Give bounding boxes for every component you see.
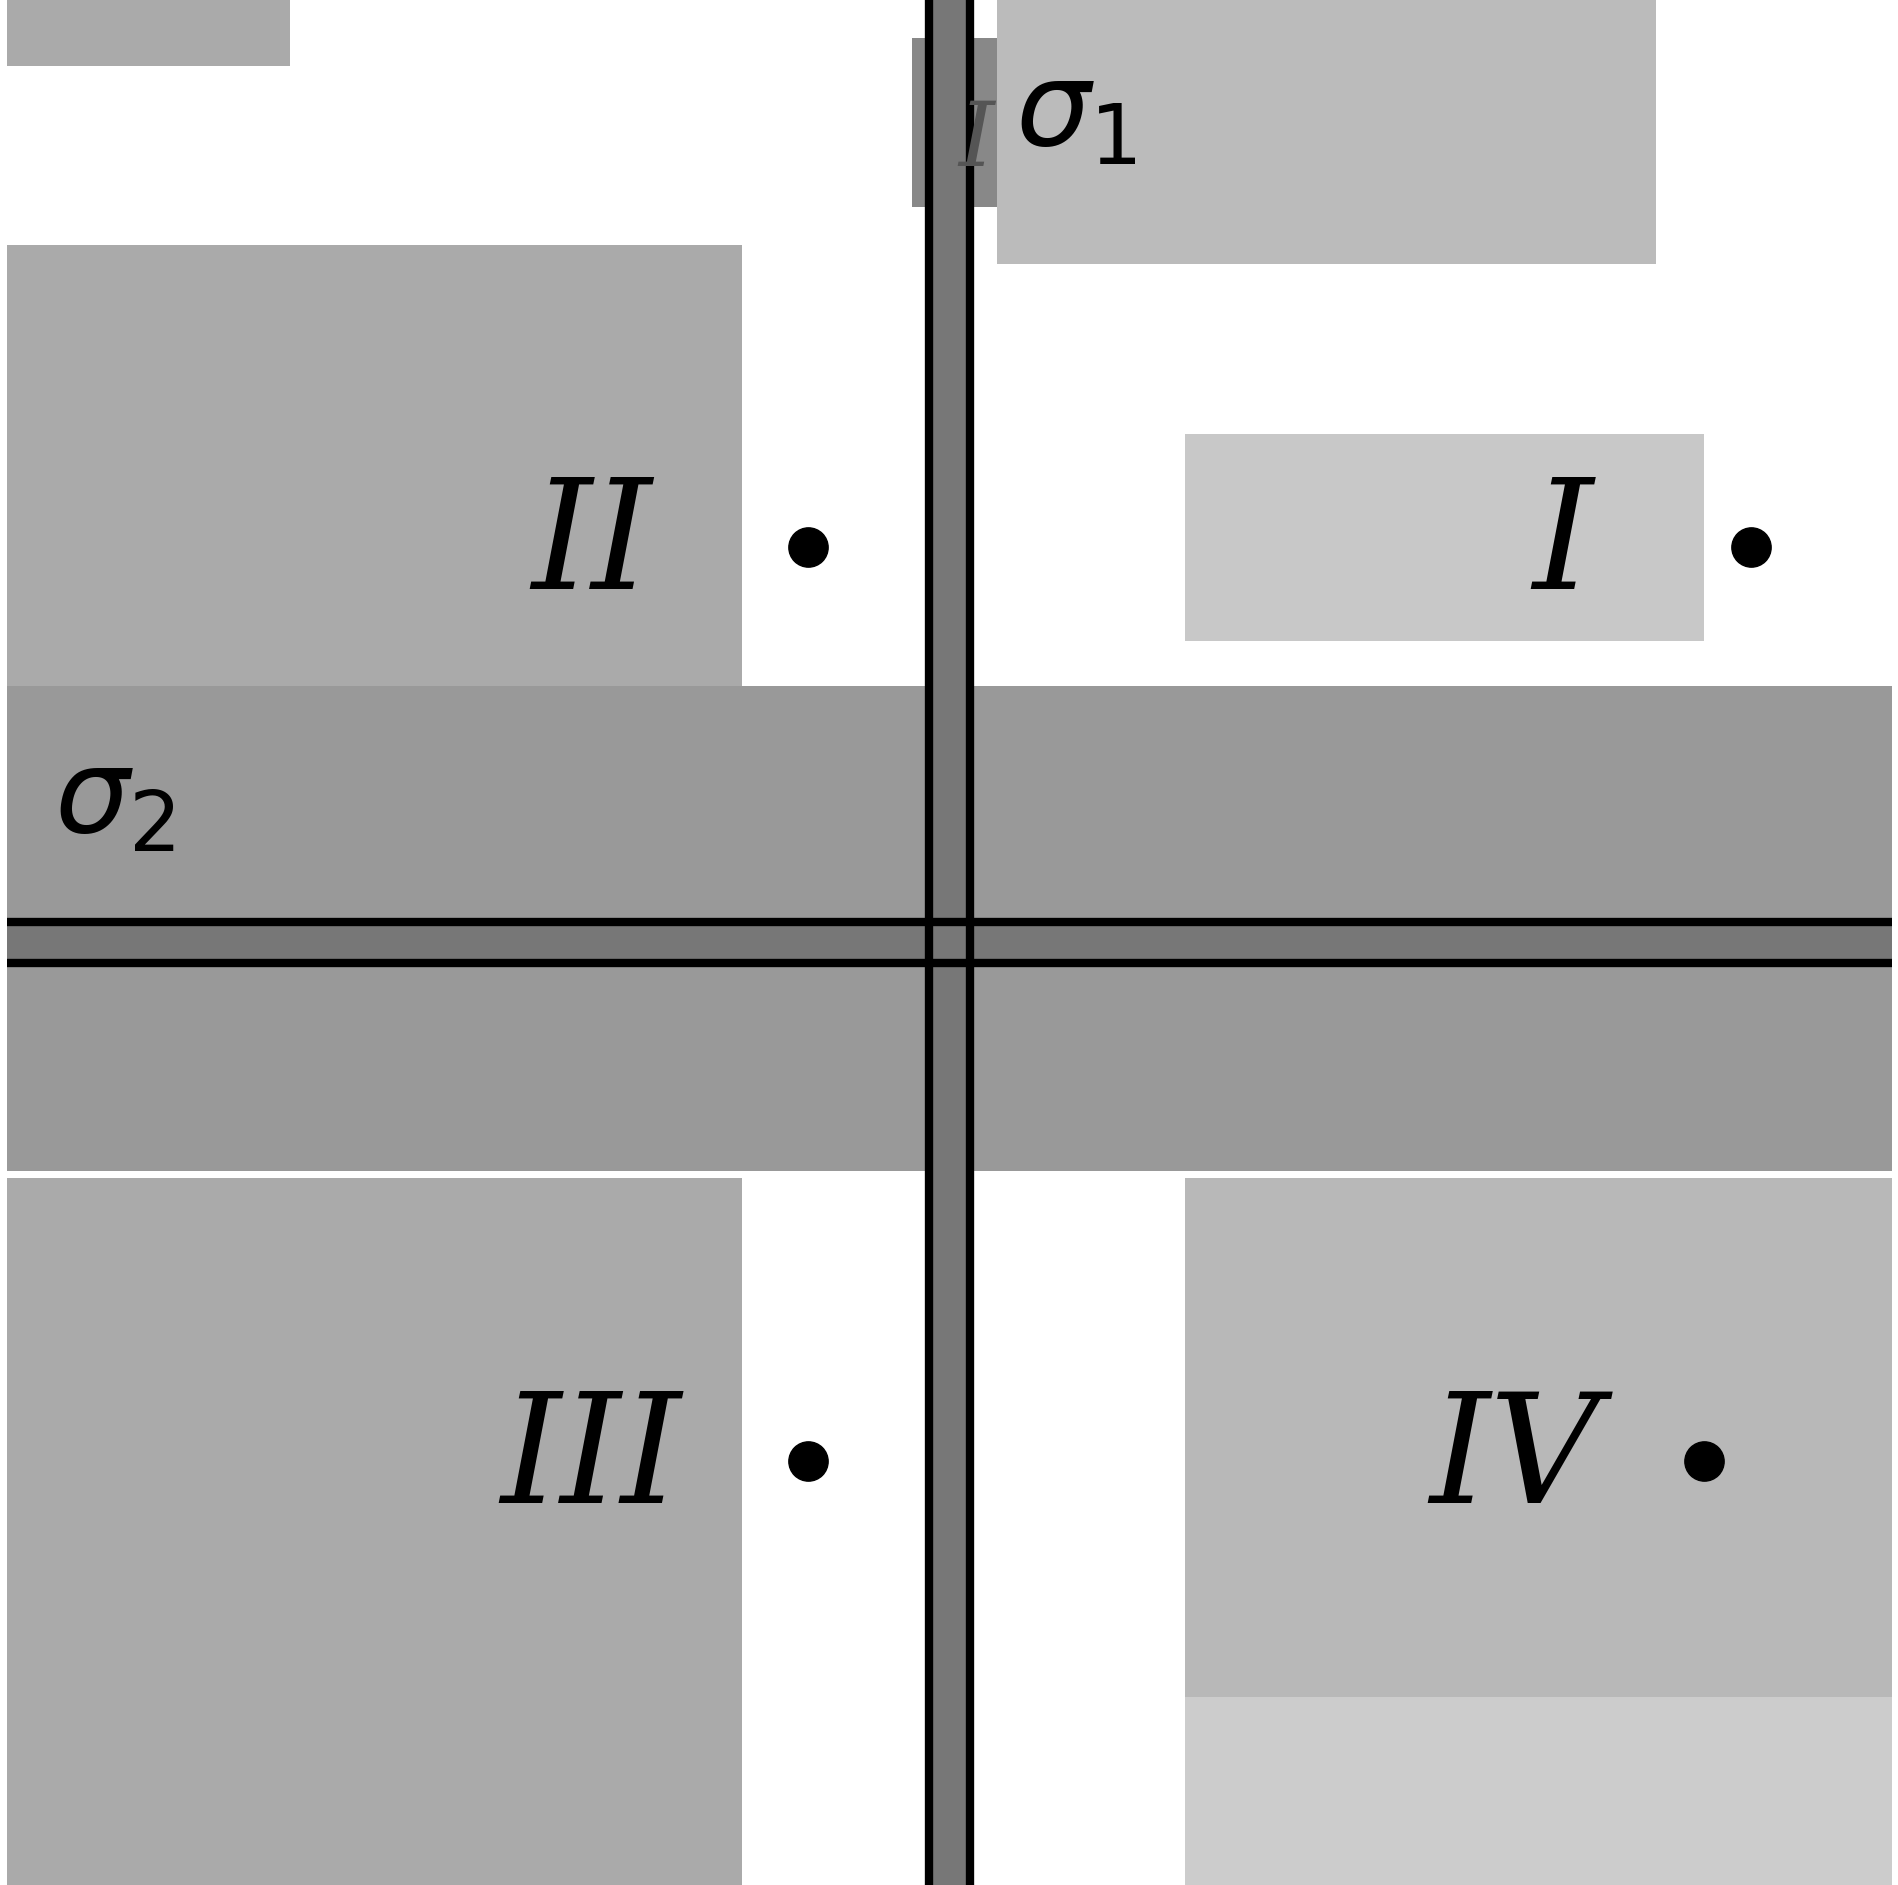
- Bar: [1184, 1696, 1890, 1885]
- Point: [1687, 1446, 1718, 1476]
- Text: III: III: [501, 1387, 681, 1534]
- Text: IV: IV: [1429, 1387, 1600, 1534]
- Bar: [8, 245, 742, 697]
- Point: [793, 1446, 824, 1476]
- Text: I: I: [958, 98, 993, 185]
- Bar: [8, 1178, 742, 1885]
- Bar: [8, 922, 1890, 963]
- Text: II: II: [531, 473, 651, 620]
- Point: [1735, 532, 1765, 562]
- Bar: [911, 38, 1053, 207]
- Bar: [8, 686, 1890, 963]
- Bar: [996, 0, 1655, 264]
- Bar: [1184, 434, 1703, 641]
- Bar: [928, 0, 970, 1885]
- Text: I: I: [1532, 473, 1592, 620]
- Text: $\sigma_1$: $\sigma_1$: [1015, 57, 1137, 170]
- Bar: [1184, 1178, 1890, 1885]
- Text: $\sigma_2$: $\sigma_2$: [55, 743, 175, 858]
- Point: [793, 532, 824, 562]
- Bar: [8, 0, 290, 66]
- Bar: [8, 963, 1890, 1171]
